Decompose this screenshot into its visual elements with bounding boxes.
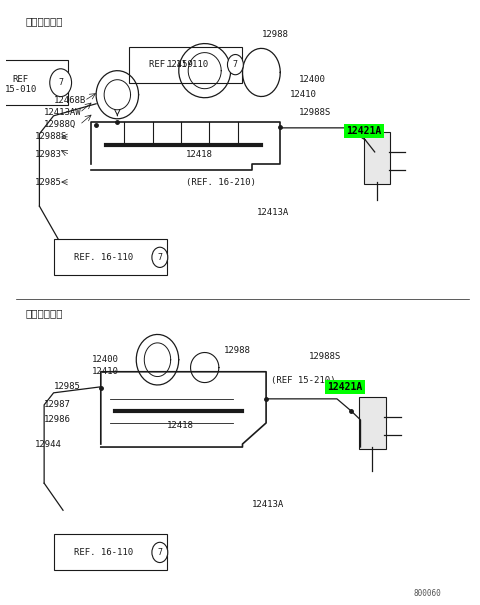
Text: 12413A: 12413A: [252, 500, 284, 509]
Text: 7: 7: [58, 78, 63, 87]
Text: 12988S: 12988S: [309, 352, 341, 361]
Text: (REF. 16-210): (REF. 16-210): [186, 177, 256, 186]
FancyBboxPatch shape: [364, 132, 390, 184]
Text: REF. 16-110: REF. 16-110: [73, 253, 133, 262]
Text: 12400: 12400: [299, 75, 326, 84]
Text: 12988S: 12988S: [35, 132, 67, 142]
Text: 12421A: 12421A: [347, 126, 382, 136]
FancyBboxPatch shape: [54, 534, 167, 571]
Circle shape: [50, 69, 72, 97]
Text: 12988: 12988: [224, 346, 251, 355]
Text: 12986: 12986: [44, 416, 71, 425]
Text: 12413A: 12413A: [257, 208, 289, 217]
Circle shape: [228, 54, 243, 75]
Text: 12410: 12410: [91, 367, 118, 376]
Text: REF. 16-110: REF. 16-110: [73, 548, 133, 557]
Text: 12459: 12459: [167, 60, 194, 69]
FancyBboxPatch shape: [129, 47, 242, 83]
FancyBboxPatch shape: [359, 397, 385, 449]
Text: 12985: 12985: [35, 177, 61, 186]
Text: （ターボ無）: （ターボ無）: [25, 16, 63, 27]
Text: （ターボ付）: （ターボ付）: [25, 309, 63, 318]
Text: REF: REF: [12, 75, 29, 84]
Text: 12983: 12983: [35, 151, 61, 160]
FancyBboxPatch shape: [0, 60, 68, 105]
Text: 12985: 12985: [54, 382, 81, 391]
Text: 800060: 800060: [413, 589, 441, 598]
Text: 7: 7: [157, 548, 162, 557]
Text: 12400: 12400: [91, 355, 118, 364]
Text: 12410: 12410: [290, 90, 317, 99]
Text: 12413AW: 12413AW: [44, 108, 82, 117]
Text: 12988S: 12988S: [299, 108, 331, 117]
Circle shape: [152, 542, 168, 563]
Text: REF. 11-110: REF. 11-110: [149, 60, 208, 69]
Text: 15-010: 15-010: [4, 85, 36, 94]
Text: 12468B: 12468B: [54, 96, 86, 105]
Text: 12987: 12987: [44, 401, 71, 410]
Text: 12988Q: 12988Q: [44, 120, 76, 129]
Text: 7: 7: [157, 253, 162, 262]
Text: 7: 7: [233, 60, 238, 69]
FancyBboxPatch shape: [54, 239, 167, 275]
Text: 12944: 12944: [35, 439, 61, 448]
Text: 12988: 12988: [262, 30, 288, 39]
Text: 12418: 12418: [167, 422, 194, 430]
Text: 12418: 12418: [186, 151, 213, 160]
Text: 12421A: 12421A: [327, 382, 363, 392]
Circle shape: [152, 247, 168, 267]
Text: (REF 15-210): (REF 15-210): [271, 376, 336, 385]
